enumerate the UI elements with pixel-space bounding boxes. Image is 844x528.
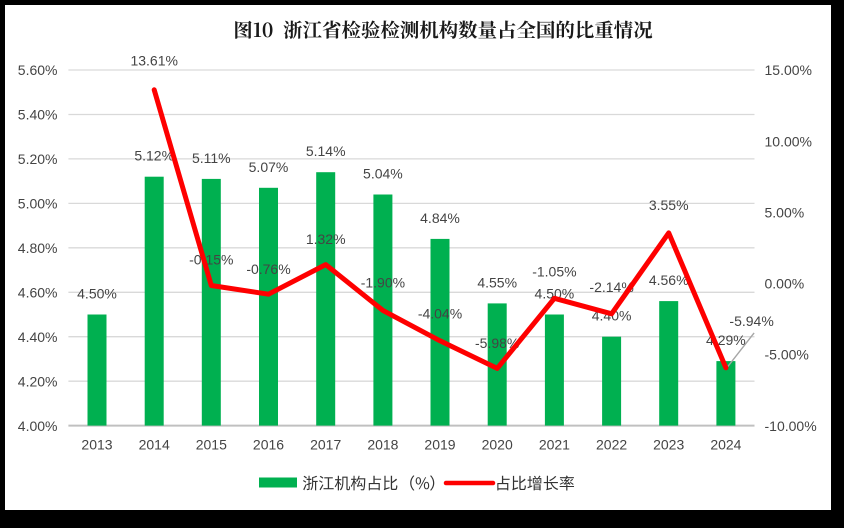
svg-text:2021: 2021 (539, 437, 570, 453)
svg-text:-5.94%: -5.94% (729, 313, 773, 329)
svg-text:4.00%: 4.00% (18, 418, 58, 434)
svg-text:2022: 2022 (596, 437, 627, 453)
svg-text:5.11%: 5.11% (192, 150, 231, 166)
svg-text:5.00%: 5.00% (765, 204, 805, 220)
svg-text:1.32%: 1.32% (306, 231, 346, 247)
svg-text:2023: 2023 (653, 437, 684, 453)
svg-text:5.40%: 5.40% (18, 107, 58, 123)
svg-text:-1.90%: -1.90% (361, 275, 405, 291)
svg-text:13.61%: 13.61% (130, 52, 177, 68)
svg-text:-2.14%: -2.14% (589, 279, 633, 295)
svg-text:4.50%: 4.50% (535, 286, 575, 302)
svg-text:4.56%: 4.56% (649, 272, 689, 288)
svg-text:2018: 2018 (367, 437, 398, 453)
svg-text:-5.98%: -5.98% (475, 335, 519, 351)
svg-text:5.04%: 5.04% (363, 166, 403, 182)
svg-text:-4.04%: -4.04% (418, 306, 462, 322)
svg-text:4.40%: 4.40% (18, 329, 58, 345)
svg-text:2015: 2015 (196, 437, 227, 453)
svg-text:4.84%: 4.84% (420, 210, 460, 226)
svg-text:5.14%: 5.14% (306, 143, 346, 159)
svg-text:4.50%: 4.50% (77, 286, 117, 302)
svg-text:2024: 2024 (710, 437, 741, 453)
svg-text:2014: 2014 (139, 437, 170, 453)
svg-text:2017: 2017 (310, 437, 341, 453)
svg-text:5.60%: 5.60% (18, 62, 58, 78)
svg-text:4.20%: 4.20% (18, 373, 58, 389)
svg-text:2020: 2020 (482, 437, 513, 453)
svg-text:5.20%: 5.20% (18, 151, 58, 167)
svg-text:5.07%: 5.07% (249, 159, 289, 175)
svg-text:5.12%: 5.12% (134, 148, 174, 164)
svg-text:4.60%: 4.60% (18, 285, 58, 301)
svg-text:-0.15%: -0.15% (189, 252, 233, 268)
svg-text:4.80%: 4.80% (18, 240, 58, 256)
svg-text:2013: 2013 (81, 437, 112, 453)
svg-text:2019: 2019 (424, 437, 455, 453)
svg-text:3.55%: 3.55% (649, 197, 689, 213)
svg-text:-0.76%: -0.76% (246, 261, 290, 277)
svg-text:-1.05%: -1.05% (532, 263, 576, 279)
svg-text:-5.00%: -5.00% (765, 347, 809, 363)
svg-text:-10.00%: -10.00% (765, 418, 817, 434)
svg-text:2016: 2016 (253, 437, 284, 453)
svg-text:0.00%: 0.00% (765, 276, 805, 292)
svg-text:10.00%: 10.00% (765, 133, 812, 149)
svg-text:15.00%: 15.00% (765, 62, 812, 78)
svg-text:5.00%: 5.00% (18, 196, 58, 212)
svg-text:4.55%: 4.55% (477, 274, 517, 290)
